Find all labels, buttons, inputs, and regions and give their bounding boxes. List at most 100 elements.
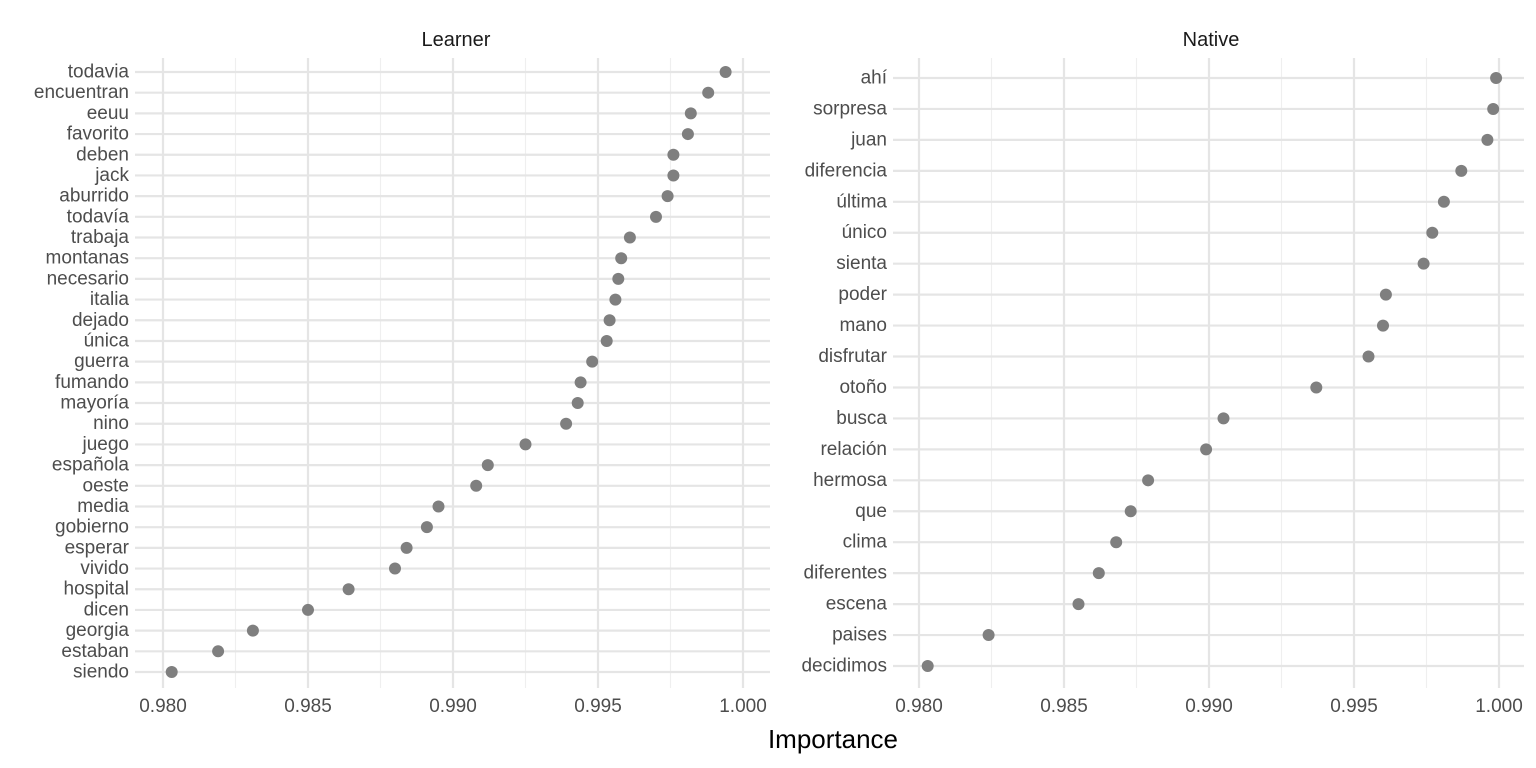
category-label: media: [77, 496, 129, 517]
data-point: [1455, 164, 1468, 177]
category-label: oeste: [83, 475, 129, 496]
data-point: [1110, 536, 1123, 549]
category-label: clima: [843, 532, 888, 553]
category-label: juego: [82, 434, 130, 455]
data-point: [612, 272, 625, 285]
category-label: última: [836, 191, 887, 212]
x-tick-label: 0.980: [139, 696, 187, 717]
data-point: [342, 583, 355, 596]
data-point: [667, 148, 680, 161]
category-label: montanas: [46, 248, 129, 269]
data-point: [1072, 598, 1085, 611]
category-label: gobierno: [55, 517, 129, 538]
category-label: único: [842, 222, 887, 243]
category-label: ahí: [861, 68, 888, 89]
data-point: [1124, 505, 1137, 518]
category-label: aburrido: [59, 186, 129, 207]
x-tick-label: 1.000: [1475, 696, 1523, 717]
data-point: [1377, 319, 1389, 332]
data-point: [600, 334, 613, 347]
data-point: [1217, 412, 1230, 425]
category-label: paises: [832, 625, 887, 646]
category-label: sienta: [836, 253, 887, 274]
data-point: [1426, 226, 1439, 239]
category-label: siendo: [73, 662, 129, 683]
category-label: nino: [93, 413, 129, 434]
data-point: [1200, 443, 1213, 456]
category-label: hermosa: [813, 470, 887, 491]
x-tick-label: 1.000: [719, 696, 767, 717]
category-label: mano: [839, 315, 887, 336]
data-point: [470, 479, 483, 492]
category-label: mayoría: [60, 393, 129, 414]
x-tick-label: 0.995: [574, 696, 622, 717]
x-tick-label: 0.990: [429, 696, 477, 717]
category-label: encuentran: [34, 82, 129, 103]
data-point: [571, 397, 584, 410]
category-label: jack: [94, 165, 129, 186]
data-point: [400, 541, 413, 554]
data-point: [684, 107, 697, 120]
data-point: [432, 500, 445, 513]
category-label: todavía: [67, 206, 130, 227]
data-point: [389, 562, 401, 575]
data-point: [1310, 381, 1323, 394]
panel-native: Native 0.980 0.985 0.990 0.995 1.000 ahí sorpr…: [801, 29, 1524, 717]
x-tick-label: 0.985: [284, 696, 332, 717]
category-label: única: [84, 330, 130, 351]
data-point: [1142, 474, 1155, 487]
category-label: sorpresa: [813, 98, 887, 119]
data-point: [1481, 133, 1494, 146]
data-point: [921, 660, 934, 672]
data-point: [1487, 102, 1500, 115]
category-label: juan: [850, 129, 887, 150]
data-point: [681, 128, 694, 141]
category-label: estaban: [61, 641, 129, 662]
category-label: relación: [820, 439, 887, 460]
data-point: [1092, 567, 1105, 580]
category-label: italia: [90, 289, 130, 310]
data-point: [661, 190, 674, 203]
data-point: [623, 231, 636, 244]
category-label: disfrutar: [818, 346, 887, 367]
category-label: poder: [838, 284, 887, 305]
x-axis-title: Importance: [768, 724, 898, 754]
grid: [135, 58, 770, 688]
category-label: dejado: [72, 310, 129, 331]
data-point: [420, 521, 433, 534]
data-point: [1490, 72, 1503, 84]
category-label: busca: [836, 408, 887, 429]
category-label: esperar: [65, 537, 130, 558]
category-label: española: [52, 455, 130, 476]
category-label: necesario: [47, 268, 129, 289]
category-label: decidimos: [801, 656, 887, 677]
data-point: [519, 438, 532, 451]
category-label: vivido: [80, 558, 129, 579]
x-tick-label: 0.985: [1040, 696, 1088, 717]
category-label: hospital: [64, 579, 130, 600]
data-point: [719, 66, 732, 78]
category-label: deben: [76, 144, 129, 165]
data-point: [481, 459, 494, 472]
category-label: todavia: [68, 62, 130, 83]
data-point: [1362, 350, 1375, 363]
data-point: [586, 355, 599, 368]
category-label: diferentes: [804, 563, 887, 584]
data-point: [982, 629, 995, 642]
data-point: [609, 293, 622, 306]
category-label: otoño: [839, 377, 887, 398]
data-point: [574, 376, 587, 389]
category-label: georgia: [66, 620, 130, 641]
data-point: [1379, 288, 1392, 301]
data-point: [1417, 257, 1430, 270]
panel-title-learner: Learner: [422, 29, 491, 51]
data-point: [1437, 195, 1450, 208]
category-label: eeuu: [87, 103, 129, 124]
panel-title-native: Native: [1183, 29, 1240, 51]
data-point: [165, 666, 178, 678]
x-tick-label: 0.990: [1185, 696, 1233, 717]
data-point: [560, 417, 573, 430]
data-point: [667, 169, 680, 182]
category-label: que: [855, 501, 887, 522]
